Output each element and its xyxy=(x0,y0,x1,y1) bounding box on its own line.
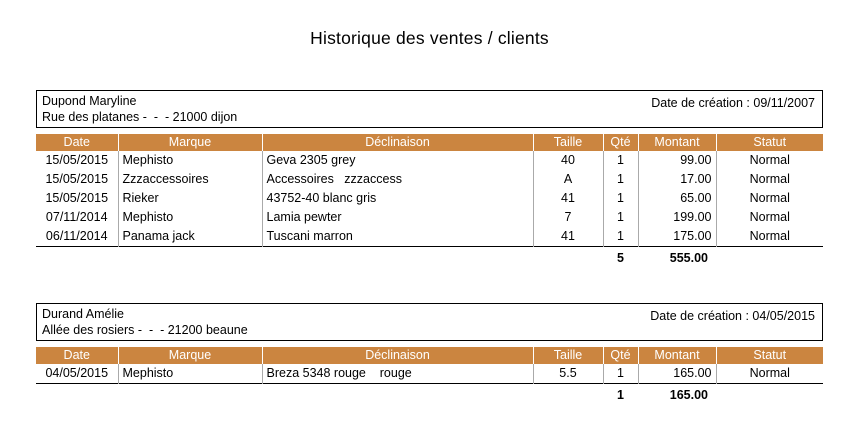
client-address: Allée des rosiers - - - 21200 beaune xyxy=(42,323,248,337)
cell-qte: 1 xyxy=(602,208,638,227)
column-header-qte[interactable]: Qté xyxy=(602,134,639,151)
totals-qte: 1 xyxy=(603,384,638,406)
cell-date: 07/11/2014 xyxy=(36,208,118,227)
cell-date: 15/05/2015 xyxy=(36,151,118,170)
table-row[interactable]: 07/11/2014 Mephisto Lamia pewter 7 1 199… xyxy=(36,208,823,227)
cell-statut: Normal xyxy=(715,189,823,208)
cell-date: 15/05/2015 xyxy=(36,189,118,208)
sales-table: Date Marque Déclinaison Taille Qté Monta… xyxy=(36,134,823,269)
cell-marque: Mephisto xyxy=(117,151,262,170)
cell-qte: 1 xyxy=(602,189,638,208)
cell-taille: 41 xyxy=(532,189,603,208)
cell-taille: A xyxy=(532,170,603,189)
rule xyxy=(36,383,823,384)
cell-taille: 5.5 xyxy=(532,364,603,384)
cell-statut: Normal xyxy=(715,170,823,189)
client-header-box: Dupond Maryline Rue des platanes - - - 2… xyxy=(36,90,823,128)
column-header-statut[interactable]: Statut xyxy=(715,347,823,364)
sales-table: Date Marque Déclinaison Taille Qté Monta… xyxy=(36,347,823,406)
column-header-declinaison[interactable]: Déclinaison xyxy=(261,347,534,364)
cell-qte: 1 xyxy=(602,170,638,189)
rule xyxy=(36,246,823,247)
totals-spacer xyxy=(36,384,533,406)
column-header-marque[interactable]: Marque xyxy=(117,347,263,364)
cell-taille: 41 xyxy=(532,227,603,247)
client-name: Durand Amélie xyxy=(42,307,124,321)
table-bottom-rule xyxy=(36,246,823,247)
table-row[interactable]: 06/11/2014 Panama jack Tuscani marron 41… xyxy=(36,227,823,247)
client-header-box: Durand Amélie Allée des rosiers - - - 21… xyxy=(36,303,823,341)
totals-row: 1 165.00 xyxy=(36,384,823,406)
cell-montant: 165.00 xyxy=(637,364,716,384)
table-row[interactable]: 15/05/2015 Rieker 43752-40 blanc gris 41… xyxy=(36,189,823,208)
column-header-declinaison[interactable]: Déclinaison xyxy=(261,134,534,151)
client-name: Dupond Maryline xyxy=(42,94,137,108)
cell-date: 06/11/2014 xyxy=(36,227,118,247)
cell-qte: 1 xyxy=(602,227,638,247)
column-header-taille[interactable]: Taille xyxy=(532,134,604,151)
table-row[interactable]: 15/05/2015 Mephisto Geva 2305 grey 40 1 … xyxy=(36,151,823,170)
totals-montant: 165.00 xyxy=(638,384,716,406)
totals-row: 5 555.00 xyxy=(36,247,823,269)
totals-spacer-statut xyxy=(716,384,823,406)
table-row[interactable]: 04/05/2015 Mephisto Breza 5348 rouge rou… xyxy=(36,364,823,384)
column-header-date[interactable]: Date xyxy=(36,347,119,364)
totals-spacer xyxy=(36,247,533,269)
cell-declinaison: 43752-40 blanc gris xyxy=(261,189,533,208)
table-header-row: Date Marque Déclinaison Taille Qté Monta… xyxy=(36,347,823,364)
column-header-montant[interactable]: Montant xyxy=(637,134,717,151)
cell-montant: 199.00 xyxy=(637,208,716,227)
page-title: Historique des ventes / clients xyxy=(310,28,549,48)
cell-marque: Panama jack xyxy=(117,227,262,247)
cell-taille: 40 xyxy=(532,151,603,170)
client-block: Dupond Maryline Rue des platanes - - - 2… xyxy=(36,90,823,269)
report-body: Dupond Maryline Rue des platanes - - - 2… xyxy=(36,90,823,406)
cell-taille: 7 xyxy=(532,208,603,227)
cell-statut: Normal xyxy=(715,227,823,247)
cell-declinaison: Geva 2305 grey xyxy=(261,151,533,170)
totals-spacer-taille xyxy=(533,384,603,406)
cell-montant: 65.00 xyxy=(637,189,716,208)
cell-marque: Zzzaccessoires xyxy=(117,170,262,189)
cell-marque: Rieker xyxy=(117,189,262,208)
cell-statut: Normal xyxy=(715,208,823,227)
client-creation-date: Date de création : 09/11/2007 xyxy=(651,96,815,110)
column-header-marque[interactable]: Marque xyxy=(117,134,263,151)
cell-declinaison: Accessoires zzzaccess xyxy=(261,170,533,189)
cell-date: 15/05/2015 xyxy=(36,170,118,189)
cell-marque: Mephisto xyxy=(117,208,262,227)
totals-spacer-taille xyxy=(533,247,603,269)
cell-marque: Mephisto xyxy=(117,364,262,384)
client-address: Rue des platanes - - - 21000 dijon xyxy=(42,110,238,124)
column-header-montant[interactable]: Montant xyxy=(637,347,717,364)
totals-montant: 555.00 xyxy=(638,247,716,269)
cell-declinaison: Tuscani marron xyxy=(261,227,533,247)
cell-declinaison: Breza 5348 rouge rouge xyxy=(261,364,533,384)
table-bottom-rule xyxy=(36,383,823,384)
cell-statut: Normal xyxy=(715,151,823,170)
table-row[interactable]: 15/05/2015 Zzzaccessoires Accessoires zz… xyxy=(36,170,823,189)
column-header-date[interactable]: Date xyxy=(36,134,119,151)
cell-qte: 1 xyxy=(602,364,638,384)
totals-qte: 5 xyxy=(603,247,638,269)
table-header-row: Date Marque Déclinaison Taille Qté Monta… xyxy=(36,134,823,151)
cell-date: 04/05/2015 xyxy=(36,364,118,384)
cell-montant: 175.00 xyxy=(637,227,716,247)
column-header-statut[interactable]: Statut xyxy=(715,134,823,151)
cell-declinaison: Lamia pewter xyxy=(261,208,533,227)
client-creation-date: Date de création : 04/05/2015 xyxy=(650,309,815,323)
totals-spacer-statut xyxy=(716,247,823,269)
client-block: Durand Amélie Allée des rosiers - - - 21… xyxy=(36,303,823,406)
cell-montant: 17.00 xyxy=(637,170,716,189)
column-header-taille[interactable]: Taille xyxy=(532,347,604,364)
cell-montant: 99.00 xyxy=(637,151,716,170)
cell-qte: 1 xyxy=(602,151,638,170)
cell-statut: Normal xyxy=(715,364,823,384)
column-header-qte[interactable]: Qté xyxy=(602,347,639,364)
